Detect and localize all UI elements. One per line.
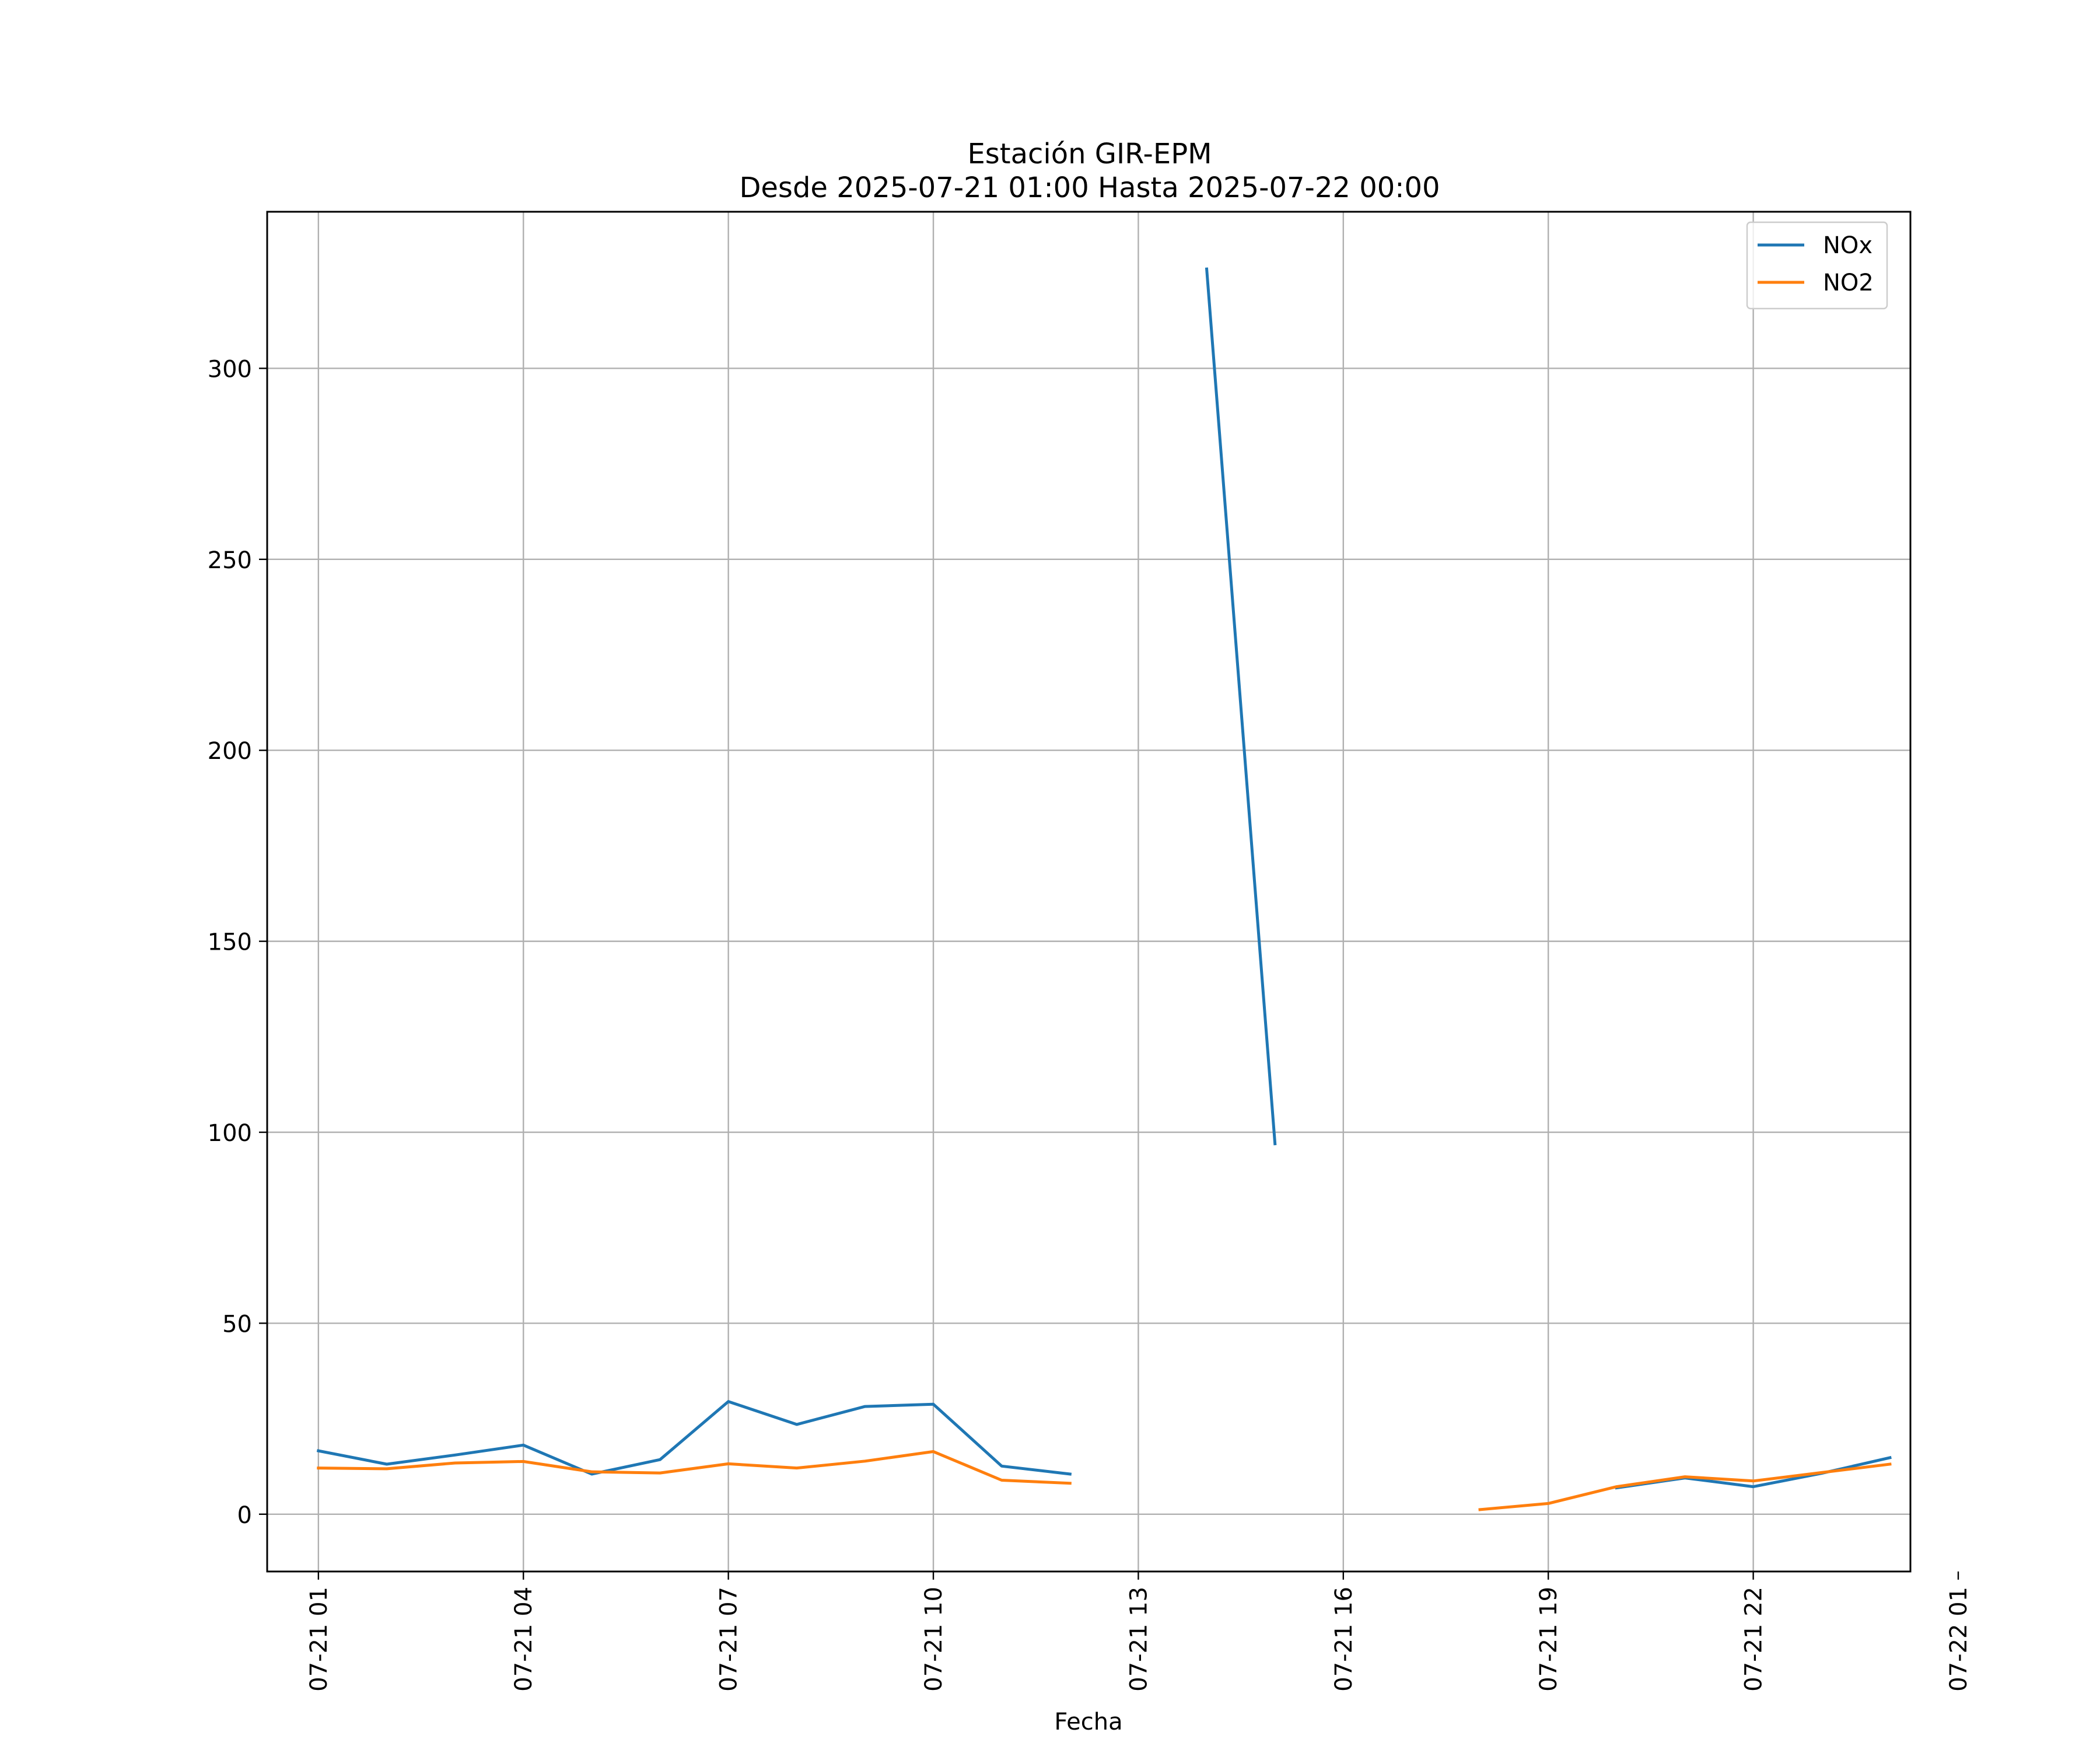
series-line-nox [1205,267,1277,1146]
legend: NOx NO2 [1746,221,1888,310]
y-tick-label: 100 [208,1120,252,1147]
chart-title: Estación GIR-EPM [967,138,1212,170]
y-tick-label: 0 [237,1502,252,1529]
y-tick-label: 250 [208,547,252,574]
plot-frame [266,211,1912,1573]
x-tick-label: 07-21 01 [306,1587,332,1692]
legend-label-nox: NOx [1823,232,1873,259]
x-tick-label: 07-21 22 [1741,1587,1768,1692]
x-tick-label: 07-21 16 [1331,1587,1357,1692]
series-line-nox [316,1400,1072,1476]
x-tick-label: 07-22 01 [1945,1587,1972,1692]
x-tick-label: 07-21 13 [1125,1587,1152,1692]
x-tick-label: 07-21 07 [716,1587,743,1692]
axis-ticks: 0 50 100 150 200 250 300 07-21 01 07-21 04 07-21 … [208,356,1972,1691]
y-tick-label: 150 [208,929,252,956]
legend-label-no2: NO2 [1823,270,1874,296]
grid [267,212,1910,1572]
y-tick-label: 300 [208,356,252,383]
series-lines [316,267,1892,1511]
x-axis-label: Fecha [1054,1709,1122,1735]
chart-subtitle: Desde 2025-07-21 01:00 Hasta 2025-07-22 … [739,172,1440,204]
series-line-no2 [1478,1462,1892,1511]
y-tick-label: 200 [208,738,252,765]
x-tick-label: 07-21 04 [510,1587,537,1692]
y-tick-label: 50 [222,1311,252,1338]
x-tick-label: 07-21 19 [1535,1587,1562,1692]
series-line-no2 [317,1450,1072,1485]
x-tick-label: 07-21 10 [921,1587,947,1692]
